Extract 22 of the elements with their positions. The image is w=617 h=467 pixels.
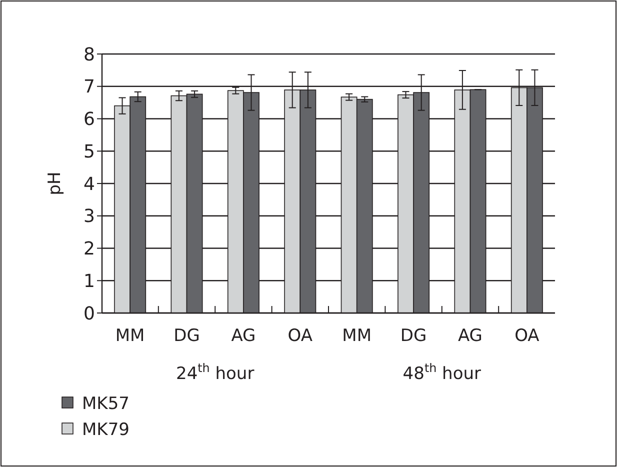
x-tick-label: MM [115,326,145,346]
y-tick-label: 6 [84,109,95,130]
legend-label: MK57 [82,394,130,414]
y-tick-label: 3 [84,206,95,228]
x-tick-label: OA [514,326,540,346]
legend-label: MK79 [82,420,130,440]
y-tick-label: 4 [84,174,95,195]
y-tick-label: 7 [84,76,95,98]
y-tick-label: 2 [84,238,95,260]
text: 24$^{th}$ hour [176,361,254,384]
y-tick-label: 5 [84,141,95,162]
x-tick-label: AG [231,326,256,346]
text: 48$^{th}$ hour [402,361,481,384]
y-tick-label: 8 [84,44,95,66]
x-tick-label: DG [400,326,427,346]
x-tick-label: DG [174,326,200,346]
y-axis-title: pH [45,172,65,196]
y-tick-label: 0 [84,303,95,324]
x-tick-label: MM [342,326,372,346]
x-tick-label: AG [458,326,482,346]
x-tick-label: OA [288,326,313,346]
y-tick-label: 1 [84,270,95,292]
